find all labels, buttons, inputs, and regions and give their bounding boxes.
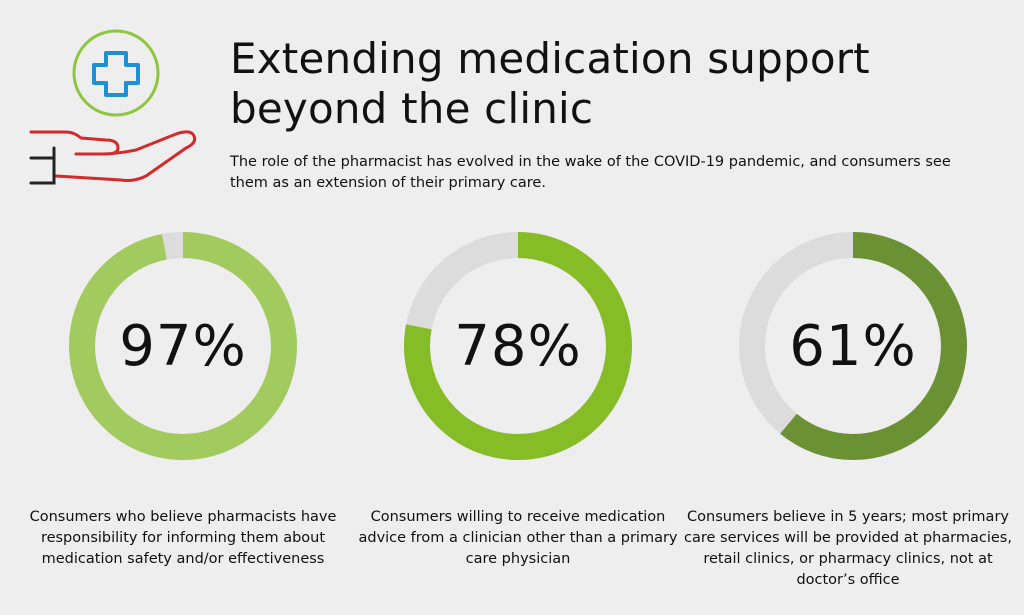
donut-chart-1: 97% [63,226,303,466]
page-title: Extending medication support beyond the … [230,34,870,133]
donut-chart-2: 78% [398,226,638,466]
donut-caption-2: Consumers willing to receive medication … [358,509,678,567]
cross-circle [72,29,160,117]
cuff-icon [29,146,56,185]
donut-caption-3: Consumers believe in 5 years; most prima… [684,509,1012,588]
donut-chart-3: 61% [733,226,973,466]
hand-holding-medical-cross-icon [26,28,206,188]
page-subtitle: The role of the pharmacist has evolved i… [230,154,951,191]
donut-percent-label: 78% [454,313,582,379]
donut-percent-label: 97% [119,313,247,379]
donut-value-arc [69,232,297,460]
hand-icon [29,130,197,182]
donut-percent-label: 61% [789,313,917,379]
medical-cross-icon [92,51,140,97]
donut-caption-1: Consumers who believe pharmacists have r… [29,509,337,567]
donut-value-arc [739,232,967,460]
donut-value-arc [404,232,632,460]
